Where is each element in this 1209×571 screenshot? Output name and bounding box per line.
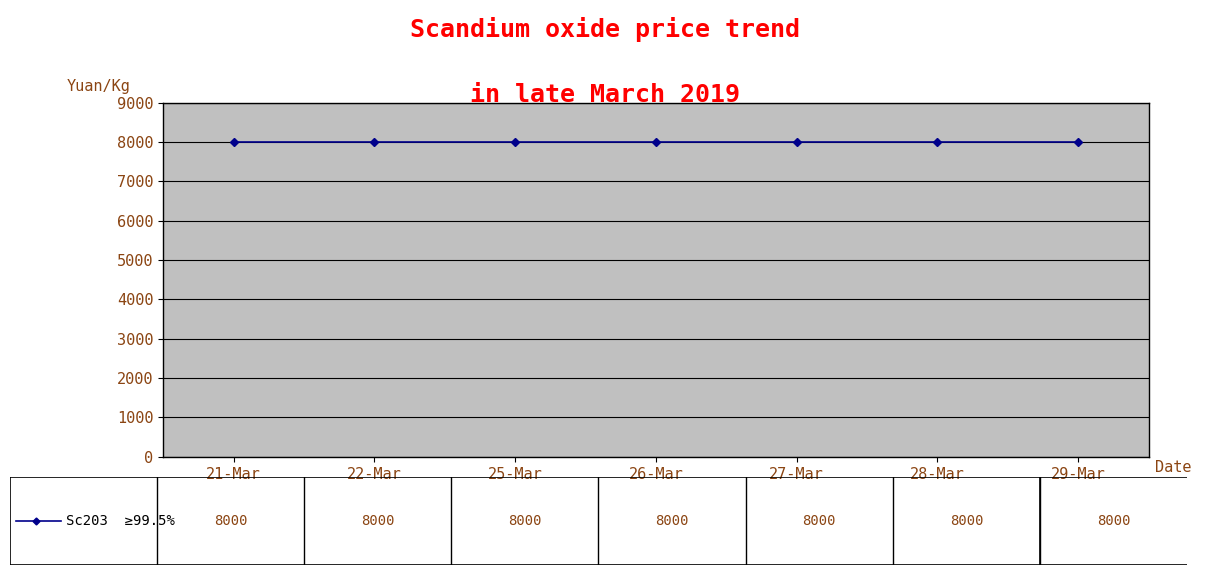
Text: 8000: 8000	[508, 514, 542, 528]
Text: 8000: 8000	[803, 514, 835, 528]
Text: 8000: 8000	[655, 514, 689, 528]
Text: Date: Date	[1155, 460, 1191, 475]
Text: Scandium oxide price trend: Scandium oxide price trend	[410, 17, 799, 42]
Text: 8000: 8000	[361, 514, 394, 528]
Text: 8000: 8000	[950, 514, 983, 528]
Text: 8000: 8000	[214, 514, 247, 528]
Text: Sc203  ≥99.5%: Sc203 ≥99.5%	[65, 514, 174, 528]
Text: 8000: 8000	[1097, 514, 1130, 528]
Text: in late March 2019: in late March 2019	[469, 83, 740, 107]
Text: Yuan/Kg: Yuan/Kg	[66, 79, 131, 94]
